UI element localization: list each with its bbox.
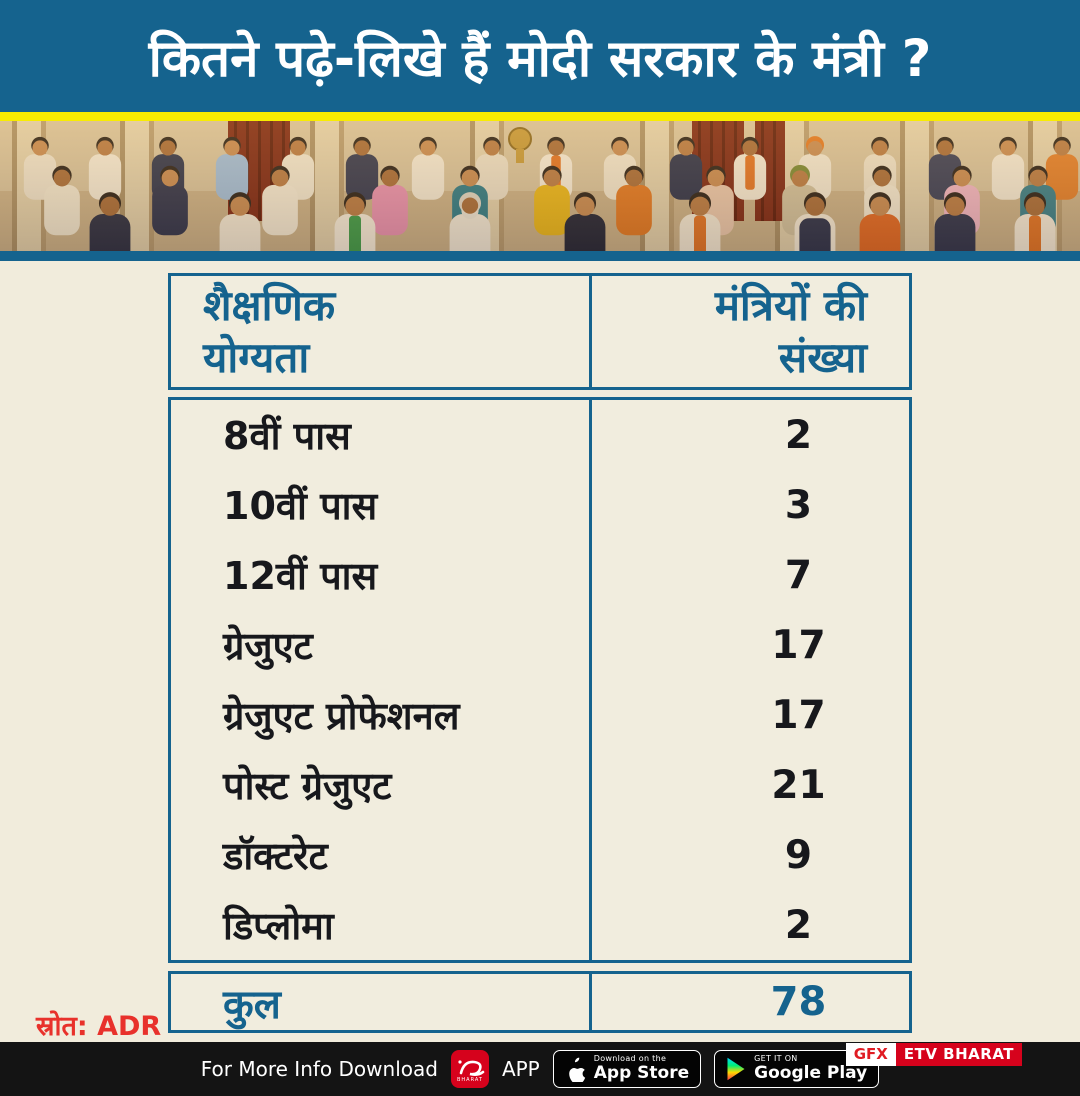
googleplay-line2: Google Play — [754, 1062, 868, 1083]
table-row: डॉक्टरेट 9 — [171, 820, 909, 890]
total-label: कुल — [171, 974, 592, 1030]
gfx-label: GFX — [845, 1043, 896, 1066]
appstore-line2: App Store — [593, 1062, 690, 1083]
row-label: ग्रेजुएट — [171, 610, 592, 680]
table-header-row: शैक्षणिक योग्यता मंत्रियों की संख्या — [168, 273, 912, 390]
row-label: डॉक्टरेट — [171, 820, 592, 890]
etv-app-icon: BHARAT — [450, 1050, 489, 1088]
teal-divider — [0, 251, 1080, 261]
apple-icon — [568, 1057, 585, 1082]
table-body: 8वीं पास 2 10वीं पास 3 12वीं पास 7 ग्रेज… — [168, 397, 912, 963]
column-header-qualification-line1: शैक्षणिक — [203, 281, 336, 331]
total-value: 78 — [770, 979, 827, 1025]
column-header-count-line1: मंत्रियों की — [714, 281, 867, 331]
row-value: 2 — [784, 902, 813, 948]
gfx-brand-tag: GFX ETV BHARAT — [845, 1043, 1022, 1066]
row-label: पोस्ट ग्रेजुएट — [171, 750, 592, 820]
table-row: डिप्लोमा 2 — [171, 890, 909, 960]
row-value: 17 — [771, 622, 826, 668]
total-row: कुल 78 — [168, 971, 912, 1033]
row-value: 7 — [784, 552, 813, 598]
row-value: 17 — [771, 692, 826, 738]
column-header-qualification: शैक्षणिक योग्यता — [171, 276, 592, 387]
row-label: ग्रेजुएट प्रोफेशनल — [171, 680, 592, 750]
row-value: 3 — [784, 482, 813, 528]
etv-bharat-label: ETV BHARAT — [895, 1043, 1022, 1066]
yellow-divider — [0, 112, 1080, 121]
table-row: ग्रेजुएट प्रोफेशनल 17 — [171, 680, 909, 750]
table-row: ग्रेजुएट 17 — [171, 610, 909, 680]
row-value: 21 — [771, 762, 826, 808]
footer-download-text: For More Info Download — [200, 1057, 438, 1081]
column-header-count-line2: संख्या — [778, 332, 867, 382]
googleplay-line1: GET IT ON — [754, 1053, 798, 1063]
row-value: 2 — [784, 412, 813, 458]
ministers-group-photo — [0, 121, 1080, 251]
google-play-icon — [727, 1057, 745, 1081]
table-row: 10वीं पास 3 — [171, 470, 909, 540]
row-value: 9 — [784, 832, 813, 878]
page-title: कितने पढ़े-लिखे हैं मोदी सरकार के मंत्री… — [148, 30, 932, 89]
table-row: 8वीं पास 2 — [171, 400, 909, 470]
appstore-badge[interactable]: Download on the App Store — [552, 1050, 702, 1088]
etv-logo-sub-text: BHARAT — [456, 1077, 483, 1083]
column-header-qualification-line2: योग्यता — [203, 332, 310, 382]
row-label: 10वीं पास — [171, 470, 592, 540]
table-row: पोस्ट ग्रेजुएट 21 — [171, 750, 909, 820]
masthead: कितने पढ़े-लिखे हैं मोदी सरकार के मंत्री… — [0, 0, 1080, 112]
group-photo-illustration — [0, 121, 1080, 251]
row-label: 8वीं पास — [171, 400, 592, 470]
appstore-line1: Download on the — [593, 1053, 667, 1063]
table-row: 12वीं पास 7 — [171, 540, 909, 610]
row-label: 12वीं पास — [171, 540, 592, 610]
source-note: स्रोत: ADR — [36, 1011, 162, 1042]
row-label: डिप्लोमा — [171, 890, 592, 960]
footer-app-text: APP — [501, 1057, 540, 1081]
column-header-count: मंत्रियों की संख्या — [592, 276, 909, 387]
etv-logo-glyph — [458, 1060, 485, 1076]
